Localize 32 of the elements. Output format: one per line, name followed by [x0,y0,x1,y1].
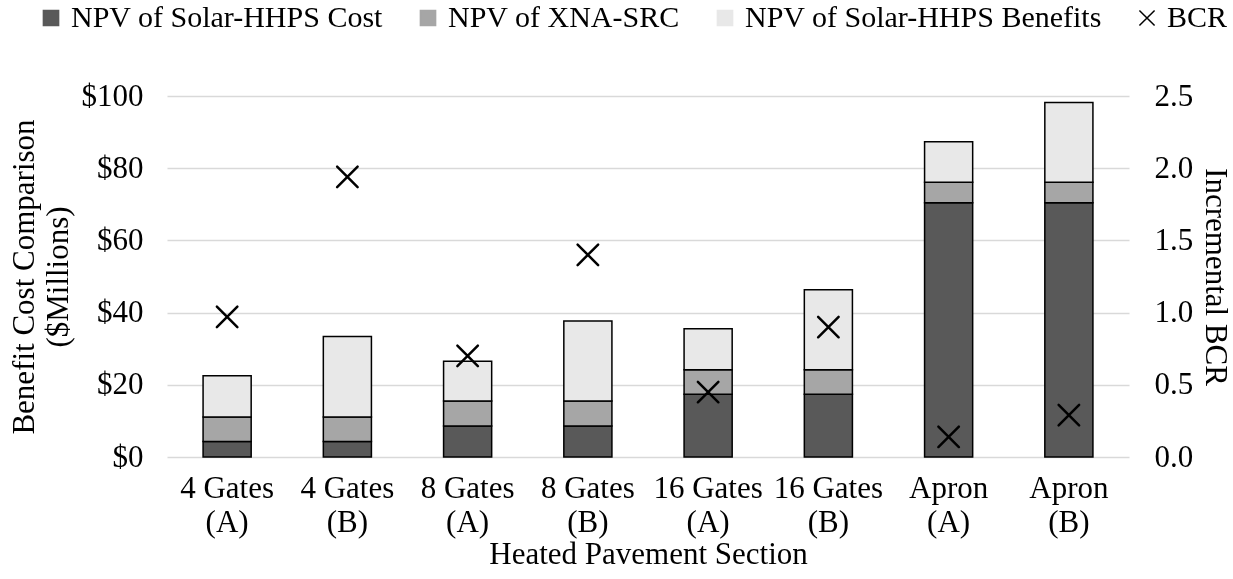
point [1057,403,1081,427]
point [937,425,961,449]
y2-tick-label: 0.0 [1154,438,1194,474]
x-tick-label: 16 Gates (A) [653,469,763,539]
y-axis-title: Benefit Cost Comparison ($Millions) [6,118,76,435]
y-tick-label: $0 [112,438,144,474]
y-tick-label: $20 [97,366,144,402]
y2-axis-title: Incremental BCR [1199,168,1233,387]
x-tick-label: 8 Gates (A) [420,469,515,539]
y2-tick-label: 1.5 [1154,221,1194,257]
y-tick-label: $80 [97,149,144,185]
x-tick-label: 16 Gates (B) [773,469,884,539]
point [215,305,239,329]
point [335,165,359,189]
legend-label: BCR [1167,0,1228,33]
point [576,243,600,267]
y-tick-label: $100 [81,77,144,113]
y2-tick-label: 2.0 [1154,149,1194,185]
x-tick-label: 4 Gates (B) [300,469,395,539]
y2-tick-label: 0.5 [1154,366,1194,402]
legend-label: NPV of XNA-SRC [448,0,680,33]
legend-label: NPV of Solar-HHPS Cost [71,0,384,33]
y-tick-label: $60 [97,221,144,257]
y2-tick-label: 2.5 [1154,77,1194,113]
point [456,344,480,368]
legend-label: NPV of Solar-HHPS Benefits [745,0,1102,33]
x-tick-label: Apron (B) [1029,469,1109,539]
x-tick-label: 8 Gates (B) [540,469,635,539]
y-tick-label: $40 [97,294,144,330]
x-tick-label: Apron (A) [909,469,989,539]
x-tick-label: 4 Gates (A) [180,469,275,539]
y2-tick-label: 1.0 [1154,294,1194,330]
